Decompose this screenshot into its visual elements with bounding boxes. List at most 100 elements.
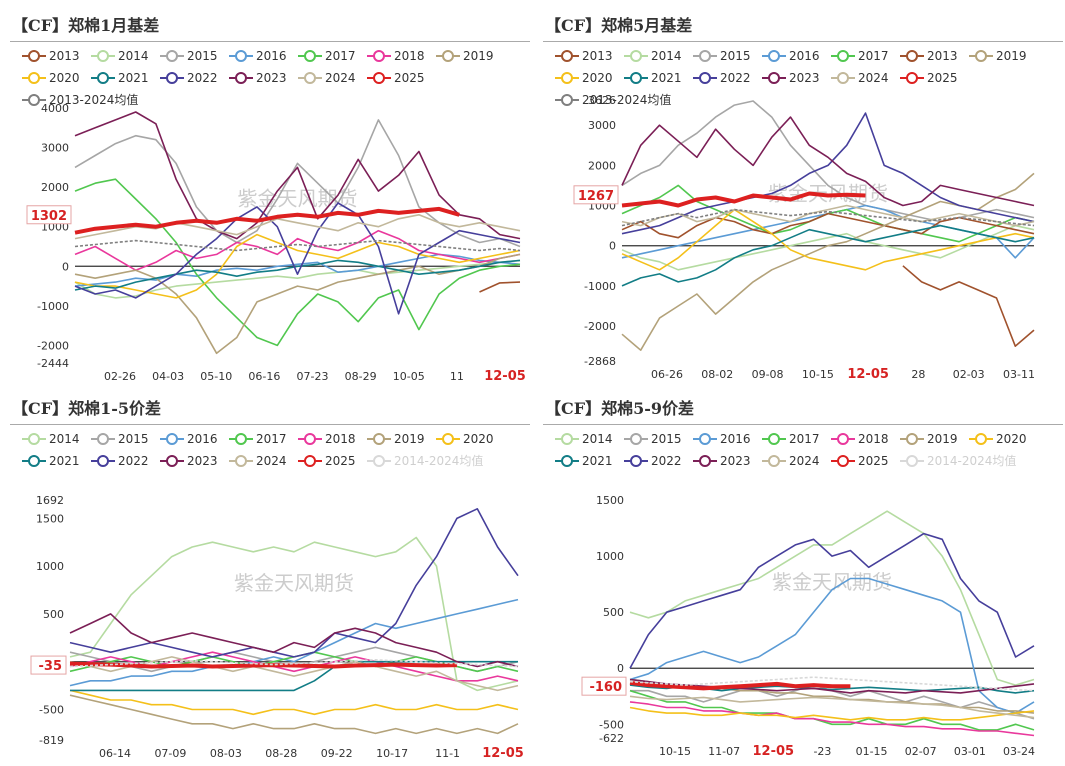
series-line-2019[interactable] [69, 694, 519, 735]
legend-item-2017[interactable]: 2017 [762, 431, 831, 446]
basis-jan-panel: 【CF】郑棉1月基差 2013 2014 2015 2016 2017 2018 2019 2… [0, 0, 532, 383]
legend-item-2013[interactable]: 2013 [555, 48, 624, 63]
series-line-2017[interactable] [629, 689, 1035, 731]
legend-item-2021[interactable]: 2021 [555, 453, 624, 468]
series-line-2025[interactable] [69, 661, 457, 669]
legend-item-2021[interactable]: 2021 [22, 453, 91, 468]
series-line-2024[interactable] [629, 695, 1035, 719]
series-line-2024[interactable] [621, 204, 1035, 227]
legend-item-2013[interactable]: 2013 [900, 48, 969, 63]
legend-item-2015[interactable]: 2015 [91, 431, 160, 446]
y-tick-label: -622 [599, 732, 624, 745]
series-line-2023[interactable] [621, 116, 1035, 207]
series-line-2014-2024[interactable] [629, 676, 1035, 692]
legend-item-2016[interactable]: 2016 [160, 431, 229, 446]
series-line-2013-2024[interactable] [74, 239, 521, 252]
legend-item-2025[interactable]: 2025 [900, 70, 969, 85]
series-line-2013[interactable] [902, 265, 1035, 347]
legend-item-2018[interactable]: 2018 [831, 431, 900, 446]
series-line-2013[interactable] [479, 281, 521, 293]
series-line-2020[interactable] [621, 208, 1035, 271]
legend-item-2019[interactable]: 2019 [367, 431, 436, 446]
legend-item-2020[interactable]: 2020 [436, 431, 505, 446]
legend-item-2014[interactable]: 2014 [624, 48, 693, 63]
legend-item-2014[interactable]: 2014 [555, 431, 624, 446]
series-line-2020[interactable] [74, 233, 521, 299]
series-line-2024[interactable] [69, 656, 519, 692]
legend-item-2022[interactable]: 2022 [624, 453, 693, 468]
series-line-2025[interactable] [621, 191, 866, 208]
legend-item-2023[interactable]: 2023 [160, 453, 229, 468]
legend-item-2017[interactable]: 2017 [831, 48, 900, 63]
y-tick-label: -2444 [37, 357, 69, 370]
series-line-2021[interactable] [74, 259, 521, 291]
legend-item-2019[interactable]: 2019 [436, 48, 505, 63]
legend-item-2025[interactable]: 2025 [367, 70, 436, 85]
legend-item-2016[interactable]: 2016 [693, 431, 762, 446]
series-line-2020[interactable] [629, 706, 1035, 721]
series-line-2014[interactable] [629, 510, 1035, 686]
series-line-2025[interactable] [74, 206, 460, 235]
legend-item-2024[interactable]: 2024 [298, 70, 367, 85]
legend-item-2020[interactable]: 2020 [969, 431, 1038, 446]
legend-item-2017[interactable]: 2017 [229, 431, 298, 446]
legend-item-2024[interactable]: 2024 [229, 453, 298, 468]
legend-item-2014-2024[interactable]: 2014-2024均值 [900, 452, 1060, 469]
legend-item-2023[interactable]: 2023 [762, 70, 831, 85]
series-line-2018[interactable] [629, 701, 1035, 737]
legend-item-2015[interactable]: 2015 [693, 48, 762, 63]
legend-item-2022[interactable]: 2022 [693, 70, 762, 85]
legend-item-2020[interactable]: 2020 [555, 70, 624, 85]
legend-item-2013[interactable]: 2013 [22, 48, 91, 63]
series-line-2021[interactable] [70, 660, 518, 692]
legend-item-2024[interactable]: 2024 [762, 453, 831, 468]
series-line-2019[interactable] [74, 253, 521, 355]
series-line-2017[interactable] [74, 178, 521, 347]
legend-item-2022[interactable]: 2022 [160, 70, 229, 85]
legend-item-2018[interactable]: 2018 [367, 48, 436, 63]
legend-item-2025[interactable]: 2025 [298, 453, 367, 468]
legend-item-2015[interactable]: 2015 [160, 48, 229, 63]
legend-item-2014[interactable]: 2014 [91, 48, 160, 63]
legend-item-2024[interactable]: 2024 [831, 70, 900, 85]
legend-item-2020[interactable]: 2020 [22, 70, 91, 85]
legend-item-2016[interactable]: 2016 [762, 48, 831, 63]
series-line-2021[interactable] [621, 224, 1035, 287]
legend-item-2022[interactable]: 2022 [91, 453, 160, 468]
series-line-2018[interactable] [74, 229, 521, 271]
series-line-2014[interactable] [621, 224, 1035, 271]
series-line-2014[interactable] [69, 536, 519, 692]
legend-item-2018[interactable]: 2018 [298, 431, 367, 446]
line-chart: 紫金天风期货40003000200010000-1000-2000-244402… [26, 102, 526, 383]
series-line-2015[interactable] [621, 100, 1035, 223]
chart-title: 【CF】郑棉1-5价差 [12, 399, 162, 418]
series-line-2022[interactable] [69, 508, 519, 658]
legend-item-2021[interactable]: 2021 [624, 70, 693, 85]
series-line-2025[interactable] [629, 680, 851, 691]
legend-item-2017[interactable]: 2017 [298, 48, 367, 63]
series-line-2020[interactable] [69, 689, 519, 716]
legend-item-2023[interactable]: 2023 [229, 70, 298, 85]
legend-item-2015[interactable]: 2015 [624, 431, 693, 446]
legend-item-2023[interactable]: 2023 [693, 453, 762, 468]
legend-item-2021[interactable]: 2021 [91, 70, 160, 85]
series-line-2023[interactable] [629, 678, 1035, 694]
series-line-2022[interactable] [74, 202, 521, 315]
series-line-2016[interactable] [69, 598, 519, 687]
series-line-2022[interactable] [621, 112, 1035, 235]
series-line-2013-2024[interactable] [621, 208, 1035, 227]
legend-item-2025[interactable]: 2025 [831, 453, 900, 468]
legend-item-2016[interactable]: 2016 [229, 48, 298, 63]
legend-item-2014[interactable]: 2014 [22, 431, 91, 446]
legend-item-2014-2024[interactable]: 2014-2024均值 [367, 452, 527, 469]
series-line-2023[interactable] [69, 613, 519, 668]
series-line-2016[interactable] [629, 577, 1035, 714]
series-line-2023[interactable] [74, 111, 521, 240]
legend-item-2019[interactable]: 2019 [900, 431, 969, 446]
legend-item-2013-2024[interactable]: 2013-2024均值 [555, 91, 715, 108]
legend-label: 2013-2024均值 [49, 93, 139, 107]
series-line-2015[interactable] [74, 119, 521, 248]
legend-item-2019[interactable]: 2019 [969, 48, 1038, 63]
series-line-2022[interactable] [629, 532, 1035, 669]
legend-item-2013-2024[interactable]: 2013-2024均值 [22, 91, 182, 108]
